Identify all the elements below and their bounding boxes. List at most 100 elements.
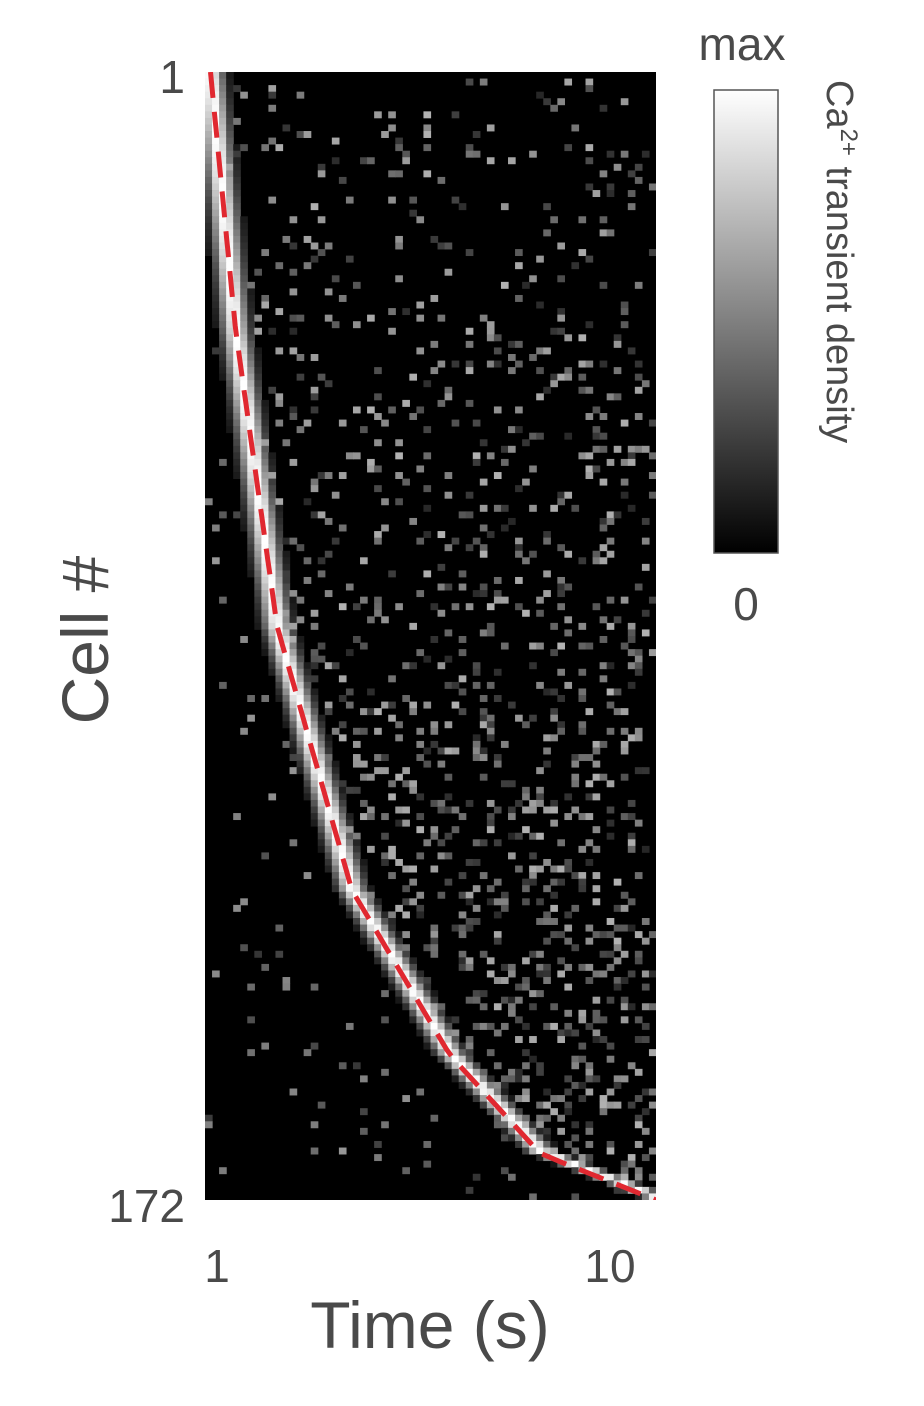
heatmap-cell [430, 1022, 439, 1030]
heatmap-cell [324, 708, 333, 716]
heatmap-cell [395, 170, 403, 178]
heatmap-cell [472, 419, 481, 427]
heatmap-cell [381, 1068, 389, 1076]
heatmap-cell [374, 944, 382, 952]
heatmap-cell [634, 819, 643, 827]
heatmap-cell [437, 1029, 446, 1037]
heatmap-cell [543, 570, 551, 578]
heatmap-cell [240, 347, 248, 355]
heatmap-cell [296, 354, 305, 361]
heatmap-cell [261, 432, 270, 440]
heatmap-cell [423, 1003, 432, 1011]
heatmap-cell [240, 314, 248, 322]
heatmap-cell [634, 727, 643, 735]
heatmap-cell [317, 216, 326, 224]
heatmap-cell [613, 511, 622, 519]
heatmap-cell [324, 858, 333, 866]
heatmap-cell [240, 294, 248, 302]
heatmap-cell [233, 229, 241, 237]
heatmap-cell [254, 603, 262, 611]
heatmap-cell [381, 498, 389, 506]
heatmap-cell [557, 970, 565, 978]
heatmap-cell [374, 911, 382, 919]
heatmap-cell [627, 203, 636, 211]
heatmap-cell [648, 1101, 656, 1109]
heatmap-cell [310, 734, 319, 742]
heatmap-cell [451, 1036, 460, 1044]
heatmap-cell [331, 852, 340, 860]
heatmap-cell [564, 144, 573, 152]
colorbar-title-ca: Ca [818, 80, 860, 129]
heatmap-cell [543, 1088, 551, 1096]
heatmap-cell [352, 406, 361, 414]
heatmap-cell [557, 1154, 565, 1162]
heatmap-cell [381, 524, 389, 532]
heatmap-cell [444, 852, 453, 860]
heatmap-cell [416, 465, 425, 473]
heatmap-cell [310, 406, 319, 414]
heatmap-cell [634, 413, 643, 420]
heatmap-cell [261, 399, 270, 407]
heatmap-cell [395, 983, 403, 991]
heatmap-cell [233, 314, 241, 322]
heatmap-cell [360, 642, 368, 650]
heatmap-cell [606, 727, 615, 735]
heatmap-cell [268, 662, 277, 670]
heatmap-cell [402, 806, 410, 814]
heatmap-cell [352, 911, 361, 919]
heatmap-cell [564, 1088, 573, 1096]
heatmap-cell [500, 1095, 509, 1103]
heatmap-cell [564, 858, 573, 866]
heatmap-cell [641, 1036, 650, 1044]
heatmap-cell [219, 340, 227, 348]
heatmap-cell [282, 563, 291, 571]
heatmap-cell [247, 478, 255, 486]
heatmap-cell [416, 793, 425, 801]
heatmap-cell [543, 911, 551, 919]
heatmap-cell [219, 216, 227, 224]
heatmap-cell [451, 1075, 460, 1083]
heatmap-cell [451, 681, 460, 689]
heatmap-cell [458, 675, 467, 683]
heatmap-cell [515, 550, 523, 558]
heatmap-cell [247, 354, 255, 361]
heatmap-cell [261, 472, 270, 480]
heatmap-cell [233, 242, 241, 250]
heatmap-cell [331, 819, 340, 827]
heatmap-cell [592, 996, 601, 1004]
heatmap-cell [493, 360, 502, 368]
heatmap-cell [529, 872, 537, 880]
heatmap-cell [620, 308, 629, 316]
heatmap-cell [444, 681, 453, 689]
heatmap-cell [240, 465, 248, 473]
heatmap-cell [550, 878, 558, 886]
heatmap-cell [515, 714, 523, 722]
heatmap-cell [212, 557, 220, 565]
heatmap-cell [585, 924, 594, 932]
heatmap-cell [261, 413, 270, 420]
heatmap-cell [296, 649, 305, 657]
heatmap-cell [275, 590, 284, 598]
heatmap-cell [381, 767, 389, 775]
heatmap-cell [268, 485, 277, 493]
heatmap-cell [261, 511, 270, 519]
heatmap-cell [641, 918, 650, 925]
heatmap-cell [634, 767, 643, 775]
heatmap-cell [613, 1186, 622, 1194]
heatmap-cell [402, 780, 410, 788]
heatmap-cell [247, 419, 255, 427]
heatmap-cell [254, 367, 262, 375]
heatmap-cell [409, 865, 418, 873]
heatmap-cell [282, 550, 291, 558]
heatmap-cell [465, 799, 474, 807]
heatmap-cell [310, 714, 319, 722]
heatmap-cell [345, 891, 354, 899]
colorbar-title-rest: transient density [818, 156, 860, 443]
heatmap-cell [550, 806, 558, 814]
heatmap-cell [402, 963, 410, 971]
heatmap-cell [500, 281, 509, 289]
heatmap-cell [508, 996, 516, 1004]
heatmap-cell [219, 511, 227, 519]
heatmap-cell [268, 544, 277, 552]
heatmap-cell [268, 386, 277, 394]
